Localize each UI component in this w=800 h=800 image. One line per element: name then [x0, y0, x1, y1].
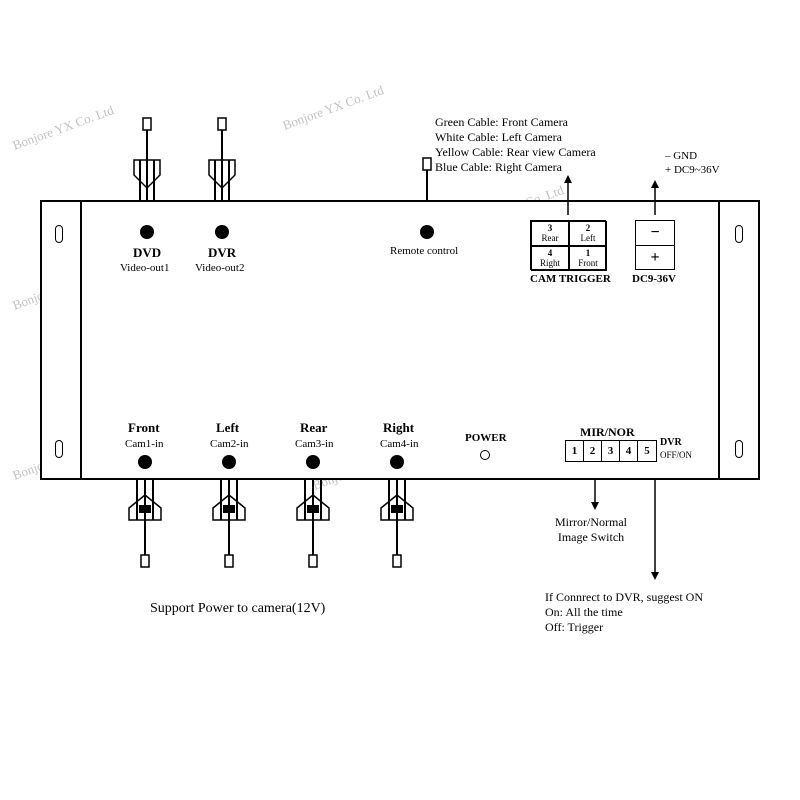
mount-hole	[735, 225, 743, 243]
dip-offon-label: OFF/ON	[660, 450, 692, 460]
right-sublabel: Cam4-in	[380, 438, 419, 450]
cam2-port	[222, 455, 236, 469]
mount-hole	[55, 440, 63, 458]
front-label: Front	[128, 420, 160, 436]
right-label: Right	[383, 420, 414, 436]
cam1-port	[138, 455, 152, 469]
power-terminal: − +	[635, 220, 675, 270]
dip-dvr-label: DVR	[660, 437, 682, 448]
dip-title: MIR/NOR	[580, 425, 635, 440]
mount-hole	[55, 225, 63, 243]
dvd-port	[140, 225, 154, 239]
power-title: DC9-36V	[632, 273, 676, 285]
rear-sublabel: Cam3-in	[295, 438, 334, 450]
dvr-port	[215, 225, 229, 239]
dvr-note: If Connrect to DVR, suggest ON On: All t…	[545, 590, 703, 635]
mirror-annotation: Mirror/Normal Image Switch	[555, 515, 627, 545]
remote-label: Remote control	[390, 245, 458, 257]
mount-hole	[735, 440, 743, 458]
remote-port	[420, 225, 434, 239]
power-led	[480, 450, 490, 460]
cam-trigger-grid: 3Rear 2Left 4Right 1Front	[530, 220, 606, 270]
cam-trigger-title: CAM TRIGGER	[530, 273, 611, 285]
power-led-label: POWER	[465, 432, 507, 444]
dvr-label: DVR	[208, 245, 236, 261]
cam3-port	[306, 455, 320, 469]
dvd-label: DVD	[133, 245, 161, 261]
bottom-cables-svg	[0, 480, 800, 680]
dvd-sublabel: Video-out1	[120, 262, 169, 274]
dip-switch: 1 2 3 4 5	[565, 440, 657, 462]
left-sublabel: Cam2-in	[210, 438, 249, 450]
rear-label: Rear	[300, 420, 327, 436]
left-label: Left	[216, 420, 239, 436]
top-cables-svg	[0, 0, 800, 200]
front-sublabel: Cam1-in	[125, 438, 164, 450]
support-text: Support Power to camera(12V)	[150, 600, 325, 618]
cam4-port	[390, 455, 404, 469]
dvr-sublabel: Video-out2	[195, 262, 244, 274]
